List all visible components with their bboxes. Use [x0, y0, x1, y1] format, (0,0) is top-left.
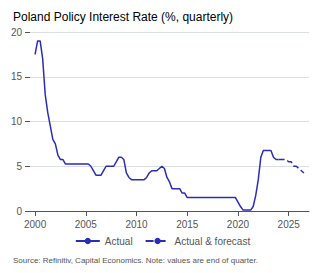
svg-text:2025: 2025: [278, 219, 301, 230]
svg-text:2010: 2010: [125, 219, 148, 230]
svg-text:0: 0: [16, 206, 22, 217]
svg-text:2000: 2000: [24, 219, 47, 230]
svg-text:5: 5: [16, 161, 22, 172]
svg-text:20: 20: [11, 27, 23, 38]
svg-text:Source: Refinitiv, Capital Eco: Source: Refinitiv, Capital Economics. No…: [13, 256, 258, 265]
svg-text:2020: 2020: [227, 219, 250, 230]
svg-text:Actual: Actual: [105, 236, 133, 247]
svg-text:2015: 2015: [176, 219, 199, 230]
svg-text:2005: 2005: [75, 219, 98, 230]
svg-text:10: 10: [11, 116, 23, 127]
svg-text:Actual & forecast: Actual & forecast: [175, 236, 251, 247]
svg-text:15: 15: [11, 71, 23, 82]
svg-text:Poland Policy Interest Rate (%: Poland Policy Interest Rate (%, quarterl…: [13, 10, 233, 24]
